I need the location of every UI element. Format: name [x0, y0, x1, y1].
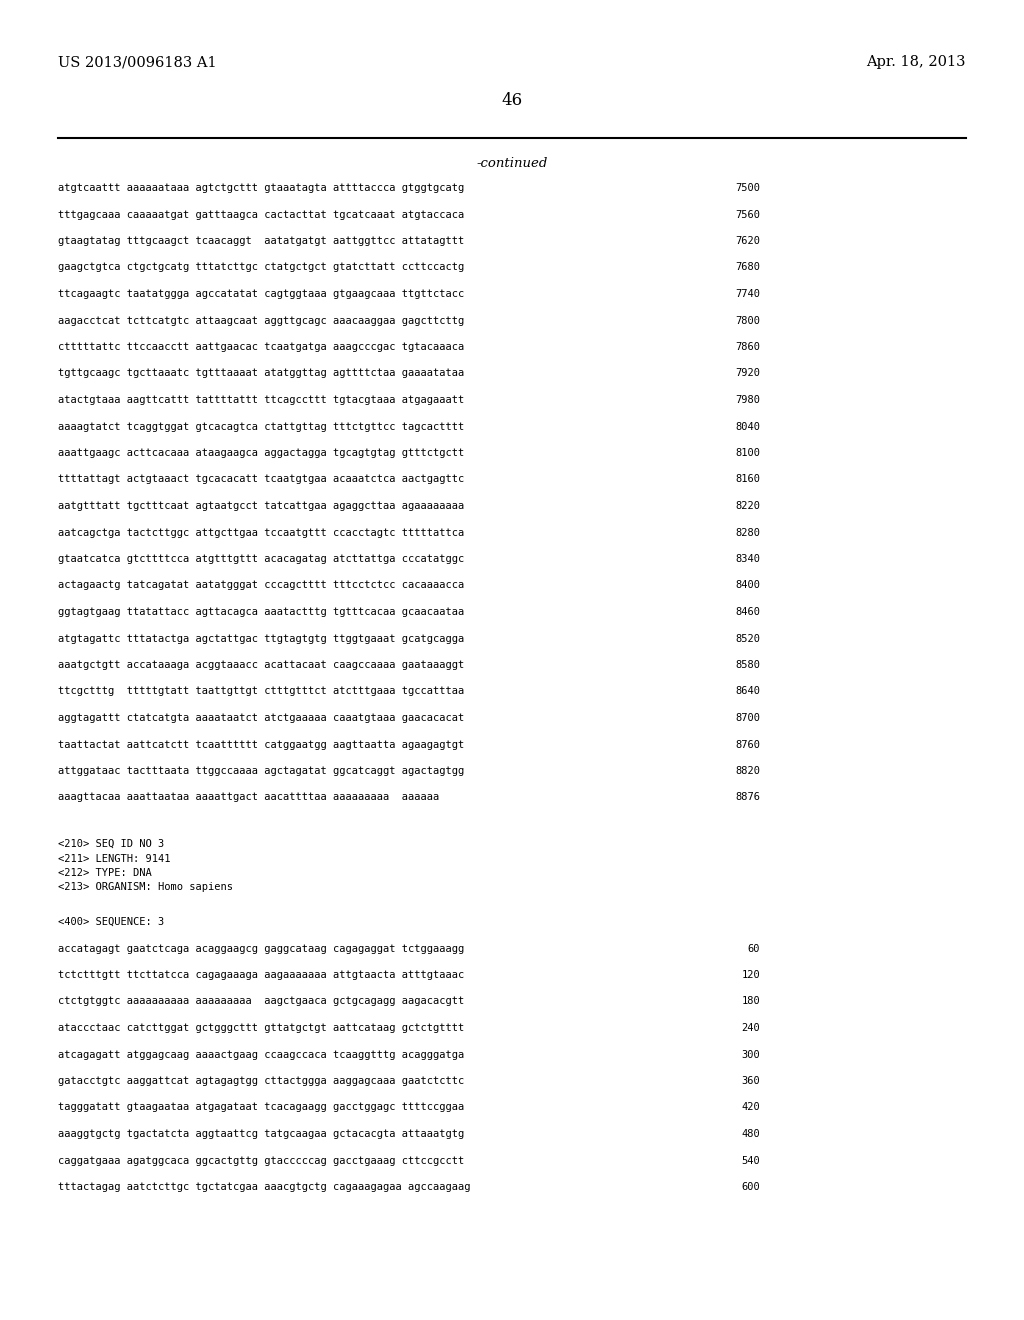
Text: 8760: 8760: [735, 739, 760, 750]
Text: aatcagctga tactcttggc attgcttgaa tccaatgttt ccacctagtc tttttattca: aatcagctga tactcttggc attgcttgaa tccaatg…: [58, 528, 464, 537]
Text: 600: 600: [741, 1181, 760, 1192]
Text: 300: 300: [741, 1049, 760, 1060]
Text: attggataac tactttaata ttggccaaaa agctagatat ggcatcaggt agactagtgg: attggataac tactttaata ttggccaaaa agctaga…: [58, 766, 464, 776]
Text: 7620: 7620: [735, 236, 760, 246]
Text: ttcagaagtc taatatggga agccatatat cagtggtaaa gtgaagcaaa ttgttctacc: ttcagaagtc taatatggga agccatatat cagtggt…: [58, 289, 464, 300]
Text: 7560: 7560: [735, 210, 760, 219]
Text: <210> SEQ ID NO 3: <210> SEQ ID NO 3: [58, 840, 164, 849]
Text: 8160: 8160: [735, 474, 760, 484]
Text: ataccctaac catcttggat gctgggcttt gttatgctgt aattcataag gctctgtttt: ataccctaac catcttggat gctgggcttt gttatgc…: [58, 1023, 464, 1034]
Text: 60: 60: [748, 944, 760, 953]
Text: atgtcaattt aaaaaataaa agtctgcttt gtaaatagta attttaccca gtggtgcatg: atgtcaattt aaaaaataaa agtctgcttt gtaaata…: [58, 183, 464, 193]
Text: gtaatcatca gtcttttcca atgtttgttt acacagatag atcttattga cccatatggc: gtaatcatca gtcttttcca atgtttgttt acacaga…: [58, 554, 464, 564]
Text: atgtagattc tttatactga agctattgac ttgtagtgtg ttggtgaaat gcatgcagga: atgtagattc tttatactga agctattgac ttgtagt…: [58, 634, 464, 644]
Text: 8876: 8876: [735, 792, 760, 803]
Text: taattactat aattcatctt tcaatttttt catggaatgg aagttaatta agaagagtgt: taattactat aattcatctt tcaatttttt catggaa…: [58, 739, 464, 750]
Text: 8040: 8040: [735, 421, 760, 432]
Text: 7740: 7740: [735, 289, 760, 300]
Text: aaaagtatct tcaggtggat gtcacagtca ctattgttag tttctgttcc tagcactttt: aaaagtatct tcaggtggat gtcacagtca ctattgt…: [58, 421, 464, 432]
Text: tttgagcaaa caaaaatgat gatttaagca cactacttat tgcatcaaat atgtaccaca: tttgagcaaa caaaaatgat gatttaagca cactact…: [58, 210, 464, 219]
Text: aaattgaagc acttcacaaa ataagaagca aggactagga tgcagtgtag gtttctgctt: aaattgaagc acttcacaaa ataagaagca aggacta…: [58, 447, 464, 458]
Text: ggtagtgaag ttatattacc agttacagca aaatactttg tgtttcacaa gcaacaataa: ggtagtgaag ttatattacc agttacagca aaatact…: [58, 607, 464, 616]
Text: <211> LENGTH: 9141: <211> LENGTH: 9141: [58, 854, 171, 863]
Text: atcagagatt atggagcaag aaaactgaag ccaagccaca tcaaggtttg acagggatga: atcagagatt atggagcaag aaaactgaag ccaagcc…: [58, 1049, 464, 1060]
Text: gaagctgtca ctgctgcatg tttatcttgc ctatgctgct gtatcttatt ccttccactg: gaagctgtca ctgctgcatg tttatcttgc ctatgct…: [58, 263, 464, 272]
Text: <212> TYPE: DNA: <212> TYPE: DNA: [58, 869, 152, 878]
Text: aagacctcat tcttcatgtc attaagcaat aggttgcagc aaacaaggaa gagcttcttg: aagacctcat tcttcatgtc attaagcaat aggttgc…: [58, 315, 464, 326]
Text: tgttgcaagc tgcttaaatc tgtttaaaat atatggttag agttttctaa gaaaatataa: tgttgcaagc tgcttaaatc tgtttaaaat atatggt…: [58, 368, 464, 379]
Text: gatacctgtc aaggattcat agtagagtgg cttactggga aaggagcaaa gaatctcttc: gatacctgtc aaggattcat agtagagtgg cttactg…: [58, 1076, 464, 1086]
Text: <213> ORGANISM: Homo sapiens: <213> ORGANISM: Homo sapiens: [58, 883, 233, 892]
Text: 7980: 7980: [735, 395, 760, 405]
Text: 8580: 8580: [735, 660, 760, 671]
Text: 8520: 8520: [735, 634, 760, 644]
Text: ctttttattc ttccaacctt aattgaacac tcaatgatga aaagcccgac tgtacaaaca: ctttttattc ttccaacctt aattgaacac tcaatga…: [58, 342, 464, 352]
Text: ttcgctttg  tttttgtatt taattgttgt ctttgtttct atctttgaaa tgccatttaa: ttcgctttg tttttgtatt taattgttgt ctttgttt…: [58, 686, 464, 697]
Text: 8460: 8460: [735, 607, 760, 616]
Text: 7860: 7860: [735, 342, 760, 352]
Text: gtaagtatag tttgcaagct tcaacaggt  aatatgatgt aattggttcc attatagttt: gtaagtatag tttgcaagct tcaacaggt aatatgat…: [58, 236, 464, 246]
Text: ttttattagt actgtaaact tgcacacatt tcaatgtgaa acaaatctca aactgagttc: ttttattagt actgtaaact tgcacacatt tcaatgt…: [58, 474, 464, 484]
Text: aaaggtgctg tgactatcta aggtaattcg tatgcaagaa gctacacgta attaaatgtg: aaaggtgctg tgactatcta aggtaattcg tatgcaa…: [58, 1129, 464, 1139]
Text: atactgtaaa aagttcattt tattttattt ttcagccttt tgtacgtaaa atgagaaatt: atactgtaaa aagttcattt tattttattt ttcagcc…: [58, 395, 464, 405]
Text: 7680: 7680: [735, 263, 760, 272]
Text: aatgtttatt tgctttcaat agtaatgcct tatcattgaa agaggcttaa agaaaaaaaa: aatgtttatt tgctttcaat agtaatgcct tatcatt…: [58, 502, 464, 511]
Text: 8220: 8220: [735, 502, 760, 511]
Text: -continued: -continued: [476, 157, 548, 170]
Text: 8280: 8280: [735, 528, 760, 537]
Text: 420: 420: [741, 1102, 760, 1113]
Text: tttactagag aatctcttgc tgctatcgaa aaacgtgctg cagaaagagaa agccaagaag: tttactagag aatctcttgc tgctatcgaa aaacgtg…: [58, 1181, 470, 1192]
Text: caggatgaaa agatggcaca ggcactgttg gtacccccag gacctgaaag cttccgcctt: caggatgaaa agatggcaca ggcactgttg gtacccc…: [58, 1155, 464, 1166]
Text: US 2013/0096183 A1: US 2013/0096183 A1: [58, 55, 217, 69]
Text: 180: 180: [741, 997, 760, 1006]
Text: 120: 120: [741, 970, 760, 979]
Text: tctctttgtt ttcttatcca cagagaaaga aagaaaaaaa attgtaacta atttgtaaac: tctctttgtt ttcttatcca cagagaaaga aagaaaa…: [58, 970, 464, 979]
Text: 8100: 8100: [735, 447, 760, 458]
Text: aaatgctgtt accataaaga acggtaaacc acattacaat caagccaaaa gaataaaggt: aaatgctgtt accataaaga acggtaaacc acattac…: [58, 660, 464, 671]
Text: <400> SEQUENCE: 3: <400> SEQUENCE: 3: [58, 917, 164, 927]
Text: aggtagattt ctatcatgta aaaataatct atctgaaaaa caaatgtaaa gaacacacat: aggtagattt ctatcatgta aaaataatct atctgaa…: [58, 713, 464, 723]
Text: actagaactg tatcagatat aatatgggat cccagctttt tttcctctcc cacaaaacca: actagaactg tatcagatat aatatgggat cccagct…: [58, 581, 464, 590]
Text: tagggatatt gtaagaataa atgagataat tcacagaagg gacctggagc ttttccggaa: tagggatatt gtaagaataa atgagataat tcacaga…: [58, 1102, 464, 1113]
Text: 46: 46: [502, 92, 522, 110]
Text: ctctgtggtc aaaaaaaaaa aaaaaaaaa  aagctgaaca gctgcagagg aagacacgtt: ctctgtggtc aaaaaaaaaa aaaaaaaaa aagctgaa…: [58, 997, 464, 1006]
Text: Apr. 18, 2013: Apr. 18, 2013: [866, 55, 966, 69]
Text: 7800: 7800: [735, 315, 760, 326]
Text: 540: 540: [741, 1155, 760, 1166]
Text: 480: 480: [741, 1129, 760, 1139]
Text: 7920: 7920: [735, 368, 760, 379]
Text: 7500: 7500: [735, 183, 760, 193]
Text: 8340: 8340: [735, 554, 760, 564]
Text: 360: 360: [741, 1076, 760, 1086]
Text: 240: 240: [741, 1023, 760, 1034]
Text: 8700: 8700: [735, 713, 760, 723]
Text: 8400: 8400: [735, 581, 760, 590]
Text: accatagagt gaatctcaga acaggaagcg gaggcataag cagagaggat tctggaaagg: accatagagt gaatctcaga acaggaagcg gaggcat…: [58, 944, 464, 953]
Text: 8820: 8820: [735, 766, 760, 776]
Text: aaagttacaa aaattaataa aaaattgact aacattttaa aaaaaaaaa  aaaaaa: aaagttacaa aaattaataa aaaattgact aacattt…: [58, 792, 439, 803]
Text: 8640: 8640: [735, 686, 760, 697]
